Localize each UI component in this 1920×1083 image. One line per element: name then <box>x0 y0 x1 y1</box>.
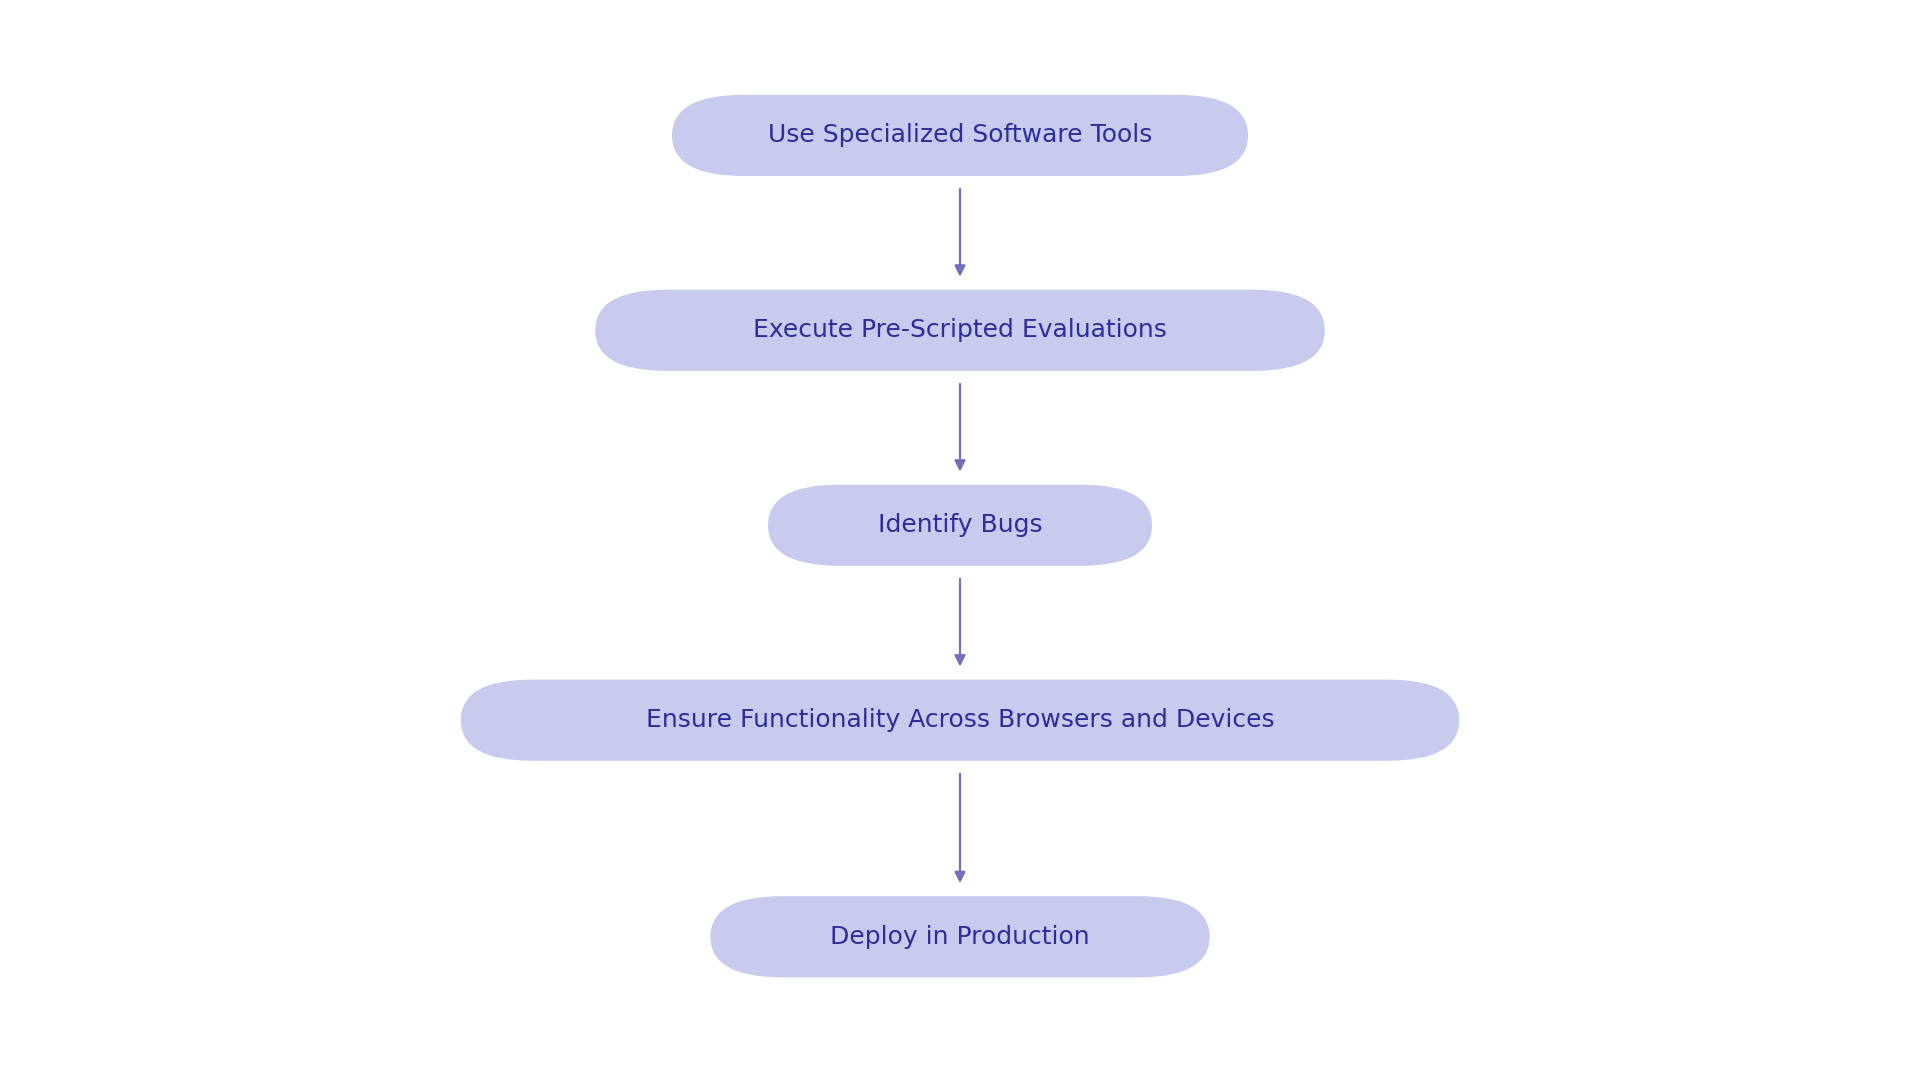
FancyBboxPatch shape <box>672 95 1248 175</box>
FancyBboxPatch shape <box>768 485 1152 565</box>
Text: Deploy in Production: Deploy in Production <box>829 925 1091 949</box>
Text: Execute Pre-Scripted Evaluations: Execute Pre-Scripted Evaluations <box>753 318 1167 342</box>
Text: Use Specialized Software Tools: Use Specialized Software Tools <box>768 123 1152 147</box>
Text: Ensure Functionality Across Browsers and Devices: Ensure Functionality Across Browsers and… <box>645 708 1275 732</box>
Text: Identify Bugs: Identify Bugs <box>877 513 1043 537</box>
FancyBboxPatch shape <box>595 290 1325 370</box>
FancyBboxPatch shape <box>710 897 1210 977</box>
FancyBboxPatch shape <box>461 680 1459 760</box>
